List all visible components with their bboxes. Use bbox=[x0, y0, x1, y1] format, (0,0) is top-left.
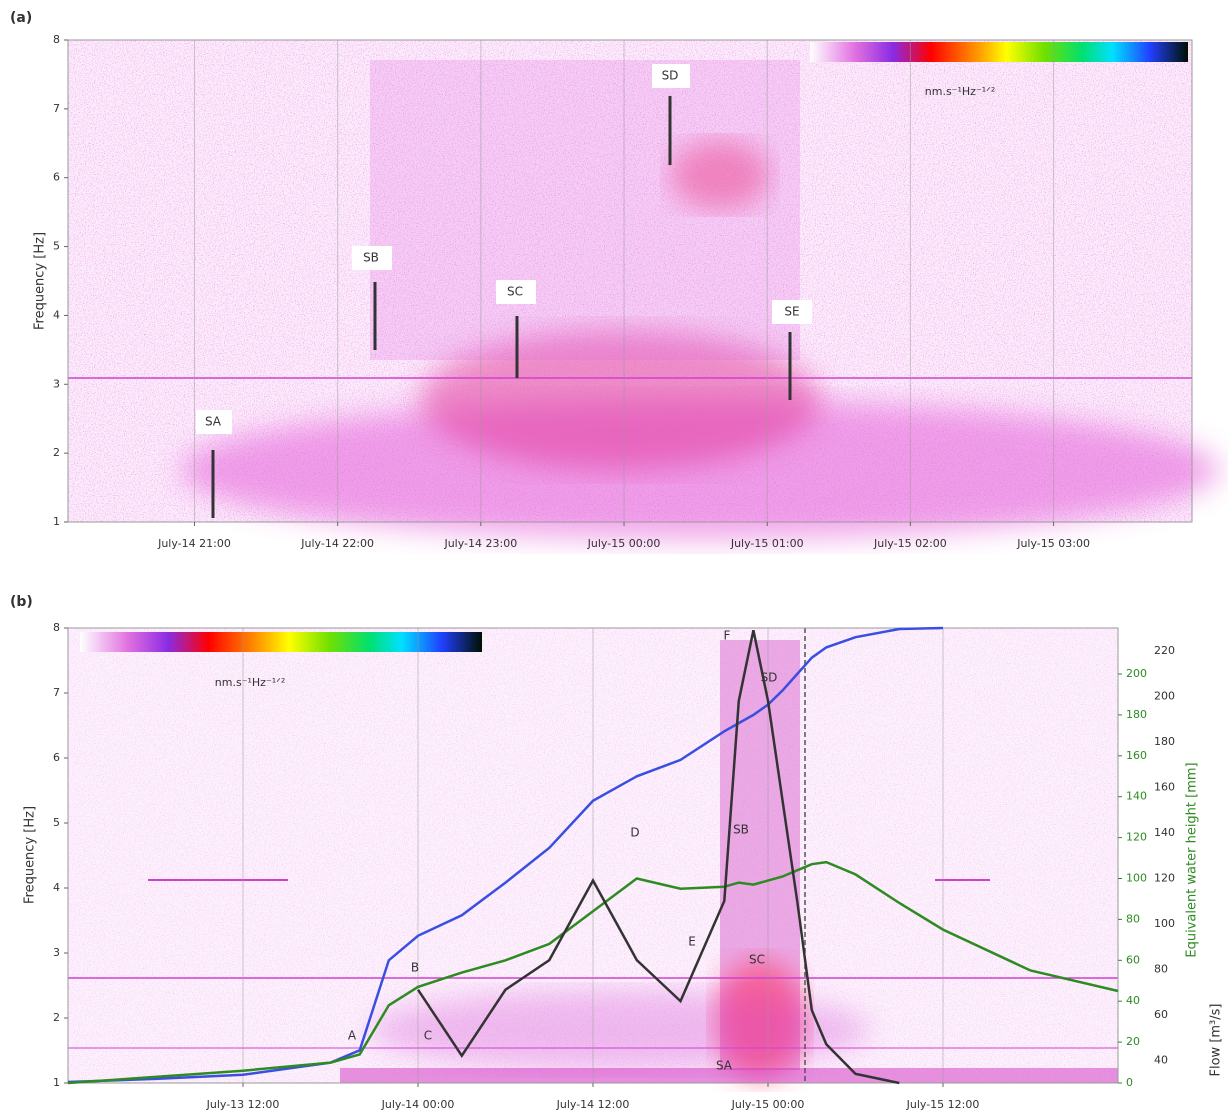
x-tick-label: July-14 12:00 bbox=[556, 1098, 630, 1111]
colorbar bbox=[80, 632, 482, 652]
y-tick-label: 7 bbox=[53, 686, 60, 699]
annotations bbox=[211, 96, 792, 518]
y2-tick-label: 0 bbox=[1126, 1076, 1133, 1089]
x-tick-label: July-15 01:00 bbox=[730, 537, 804, 550]
annotation: SA bbox=[716, 1059, 733, 1073]
annotation-box bbox=[196, 410, 232, 434]
y2-tick-label: 100 bbox=[1126, 872, 1147, 885]
annotation: SC bbox=[507, 285, 523, 299]
annotation: SB bbox=[733, 823, 749, 837]
y-tick-label: 6 bbox=[53, 751, 60, 764]
y3-axis-title: Flow [m³/s] bbox=[1209, 1004, 1224, 1077]
annotation: SA bbox=[205, 415, 222, 429]
annotation: SE bbox=[784, 305, 799, 319]
y-tick-label: 4 bbox=[53, 308, 60, 321]
y2-tick-label: 120 bbox=[1126, 831, 1147, 844]
colorbar-label: nm.s⁻¹Hz⁻¹ᐟ² bbox=[925, 85, 995, 98]
annotation: F bbox=[724, 629, 731, 643]
y-axis-title: Frequency [Hz] bbox=[33, 232, 48, 330]
panel-label: (b) bbox=[10, 594, 33, 610]
colorbar bbox=[810, 42, 1188, 62]
y-tick-label: 2 bbox=[53, 446, 60, 459]
annotation: B bbox=[411, 961, 419, 975]
spectrogram bbox=[68, 40, 1220, 540]
y-axis-title: Frequency [Hz] bbox=[23, 806, 38, 904]
y2-tick-label: 180 bbox=[1126, 708, 1147, 721]
annotation: E bbox=[688, 935, 696, 949]
annotation: SD bbox=[662, 69, 679, 83]
series-line bbox=[416, 630, 900, 1085]
y3-tick-label: 220 bbox=[1154, 644, 1175, 657]
y-tick-label: 5 bbox=[53, 240, 60, 253]
y-tick-label: 8 bbox=[53, 33, 60, 46]
x-tick-label: July-14 23:00 bbox=[443, 537, 517, 550]
y2-tick-label: 80 bbox=[1126, 912, 1140, 925]
plot-frame bbox=[67, 39, 1193, 523]
y3-tick-label: 40 bbox=[1154, 1053, 1168, 1066]
x-tick-label: July-14 21:00 bbox=[157, 537, 231, 550]
y3-tick-label: 60 bbox=[1154, 1008, 1168, 1021]
annotations: A B C D E F SA SB SC SD bbox=[348, 629, 778, 1073]
series-line bbox=[67, 626, 944, 1084]
annotation-box bbox=[652, 64, 690, 88]
y3-tick-label: 80 bbox=[1154, 962, 1168, 975]
y-tick-label: 5 bbox=[53, 816, 60, 829]
y-tick-label: 2 bbox=[53, 1011, 60, 1024]
annotation: A bbox=[348, 1029, 357, 1043]
x-tick-label: July-15 12:00 bbox=[906, 1098, 980, 1111]
y3-tick-label: 100 bbox=[1154, 917, 1175, 930]
annotation-box bbox=[496, 280, 536, 304]
y-tick-label: 3 bbox=[53, 377, 60, 390]
x-tick-label: July-15 03:00 bbox=[1016, 537, 1090, 550]
y-tick-label: 4 bbox=[53, 881, 60, 894]
annotation: C bbox=[424, 1029, 432, 1043]
y-tick-label: 8 bbox=[53, 621, 60, 634]
x-tick-label: July-14 00:00 bbox=[381, 1098, 455, 1111]
y3-tick-label: 180 bbox=[1154, 735, 1175, 748]
y2-axis-title: Equivalent water height [mm] bbox=[1185, 762, 1200, 957]
annotation-box bbox=[352, 246, 392, 270]
y2-tick-label: 200 bbox=[1126, 667, 1147, 680]
annotation: D bbox=[630, 826, 639, 840]
annotation-boxes bbox=[196, 64, 812, 434]
annotation: SD bbox=[761, 671, 778, 685]
y3-tick-label: 140 bbox=[1154, 826, 1175, 839]
x-tick-label: July-14 22:00 bbox=[300, 537, 374, 550]
y-tick-label: 6 bbox=[53, 171, 60, 184]
y-tick-label: 7 bbox=[53, 102, 60, 115]
y-tick-label: 3 bbox=[53, 946, 60, 959]
x-tick-label: July-15 00:00 bbox=[587, 537, 661, 550]
annotation-box bbox=[772, 300, 812, 324]
annotation: SB bbox=[363, 251, 379, 265]
y2-tick-label: 20 bbox=[1126, 1035, 1140, 1048]
y2-tick-label: 60 bbox=[1126, 953, 1140, 966]
x-tick-label: July-15 02:00 bbox=[873, 537, 947, 550]
x-tick-label: July-15 00:00 bbox=[731, 1098, 805, 1111]
y-tick-label: 1 bbox=[53, 515, 60, 528]
series-line bbox=[67, 860, 1119, 1085]
y2-tick-label: 160 bbox=[1126, 749, 1147, 762]
colorbar-label: nm.s⁻¹Hz⁻¹ᐟ² bbox=[215, 676, 285, 689]
y2-tick-label: 140 bbox=[1126, 790, 1147, 803]
annotation: SC bbox=[749, 953, 765, 967]
x-tick-label: July-13 12:00 bbox=[206, 1098, 280, 1111]
panel-label: (a) bbox=[10, 10, 32, 26]
y-tick-label: 1 bbox=[53, 1076, 60, 1089]
y3-tick-label: 200 bbox=[1154, 689, 1175, 702]
y3-tick-label: 160 bbox=[1154, 780, 1175, 793]
y3-tick-label: 120 bbox=[1154, 871, 1175, 884]
y2-tick-label: 40 bbox=[1126, 994, 1140, 1007]
